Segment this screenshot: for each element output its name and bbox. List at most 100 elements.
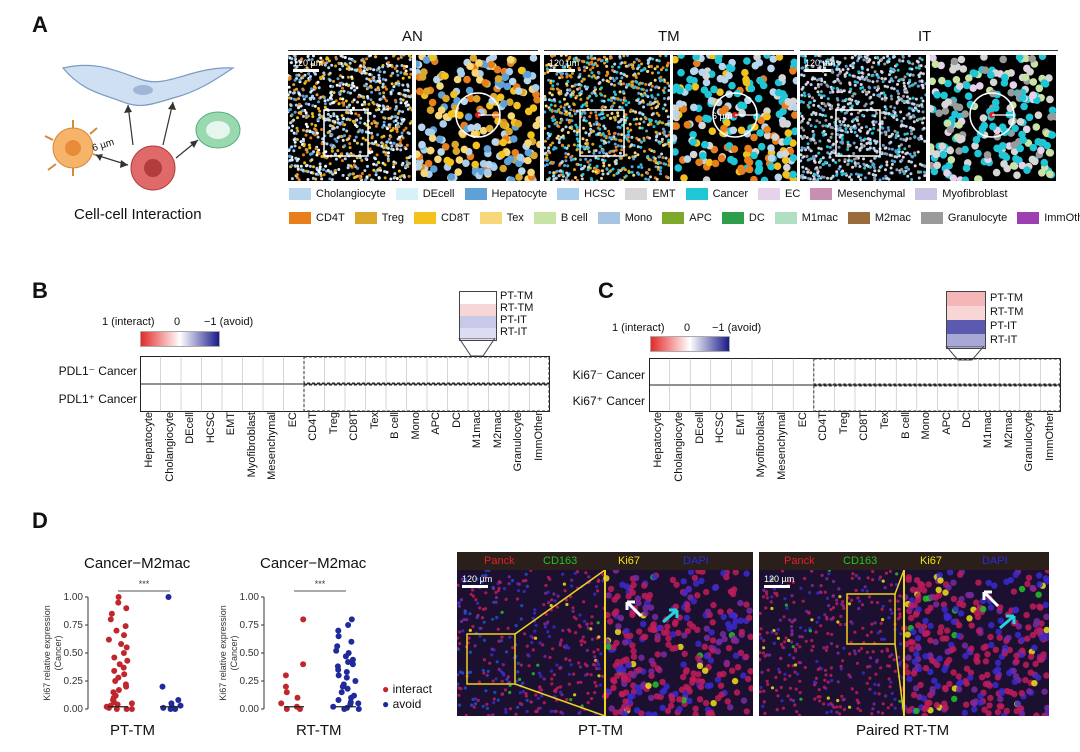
cell-dot <box>288 149 291 153</box>
if-cell <box>667 702 675 709</box>
if-cell <box>610 684 617 692</box>
column-label-m2mac: M2mac <box>491 412 504 449</box>
if-cell <box>546 630 550 634</box>
cell-dot <box>544 94 547 98</box>
if-cell <box>519 617 523 621</box>
cell-dot <box>422 56 431 64</box>
cell-dot <box>613 62 617 66</box>
cell-dot <box>564 125 568 129</box>
cell-dot <box>906 174 910 178</box>
cell-dot <box>839 133 843 137</box>
cell-dot <box>499 164 507 173</box>
cell-dot <box>627 169 631 173</box>
cell-dot <box>918 56 922 60</box>
cell-dot <box>910 155 914 158</box>
if-cell <box>682 668 690 675</box>
cell-dot <box>838 120 842 123</box>
cell-dot <box>924 171 926 175</box>
if-cell <box>841 600 845 604</box>
if-cell <box>987 604 995 611</box>
if-cell <box>597 662 601 667</box>
if-cell <box>524 694 528 698</box>
if-cell <box>742 653 750 660</box>
if-cell <box>720 613 727 621</box>
cell-dot <box>863 88 867 92</box>
cell-dot <box>323 102 327 106</box>
if-cell <box>567 628 571 632</box>
cell-dot <box>880 97 884 101</box>
cell-dot <box>602 124 606 128</box>
cell-dot <box>792 76 797 85</box>
cell-dot <box>823 73 827 77</box>
cell-dot <box>924 82 926 85</box>
cell-dot <box>999 142 1007 150</box>
if-cell <box>848 652 852 656</box>
if-cell <box>761 651 765 655</box>
cell-dot <box>452 147 461 155</box>
if-cell <box>500 610 504 614</box>
cell-dot <box>328 177 332 181</box>
y-tick-label: 0.50 <box>240 648 260 659</box>
if-cell <box>485 673 489 677</box>
plot-xlabel-1: PT-TM <box>110 722 155 739</box>
cell-dot <box>921 121 925 125</box>
cell-dot <box>841 99 845 103</box>
legend-swatch <box>395 188 418 200</box>
if-cell <box>695 654 702 661</box>
cell-dot <box>893 160 897 164</box>
fibroblast-cell-icon <box>61 64 235 107</box>
cell-dot <box>891 55 895 59</box>
cell-dot <box>838 71 842 75</box>
cell-dot <box>322 71 326 75</box>
cell-dot <box>485 160 493 169</box>
cell-dot <box>654 165 658 169</box>
cell-dot <box>609 76 612 80</box>
cell-dot <box>661 127 665 131</box>
cell-dot <box>624 174 628 178</box>
cell-dot <box>319 62 323 66</box>
cell-dot <box>358 174 362 178</box>
cell-dot <box>387 151 390 155</box>
cell-dot <box>652 159 656 163</box>
cell-dot <box>321 59 325 63</box>
cell-dot <box>635 57 639 61</box>
cell-dot <box>887 112 891 115</box>
data-point-interact <box>111 654 118 661</box>
cell-dot <box>837 167 841 171</box>
cell-dot <box>523 76 532 85</box>
cell-dot <box>357 113 361 117</box>
cell-dot <box>1045 148 1054 157</box>
if-cell <box>577 623 581 627</box>
cell-dot <box>649 122 653 126</box>
cell-dot <box>397 83 401 87</box>
cell-dot <box>546 149 550 153</box>
cell-dot <box>836 117 840 121</box>
cell-dot <box>812 155 815 158</box>
legend-item-mono: Mono <box>597 212 652 224</box>
cell-dot <box>801 86 805 89</box>
cell-dot <box>533 96 540 104</box>
cell-dot <box>903 75 907 79</box>
cell-dot <box>821 124 825 128</box>
if-cell <box>549 669 554 673</box>
colorbar-b <box>140 331 220 347</box>
cell-dot <box>574 176 577 180</box>
cell-dot <box>550 55 554 58</box>
cell-dot <box>931 60 940 68</box>
cell-dot <box>904 124 908 128</box>
y-tick-label: 0.00 <box>64 704 84 715</box>
cell-dot <box>353 68 357 72</box>
cell-dot <box>821 113 825 117</box>
cell-dot <box>564 55 568 57</box>
if-cell <box>788 618 792 622</box>
cell-dot <box>835 86 839 90</box>
if-cell <box>676 705 683 713</box>
if-cell <box>534 636 538 640</box>
if-cell <box>803 576 807 581</box>
cell-dot <box>396 143 400 147</box>
cell-dot <box>932 150 940 159</box>
cell-dot <box>529 55 538 62</box>
cell-dot <box>729 126 738 135</box>
cell-dot <box>914 66 918 70</box>
cell-dot <box>615 76 619 80</box>
